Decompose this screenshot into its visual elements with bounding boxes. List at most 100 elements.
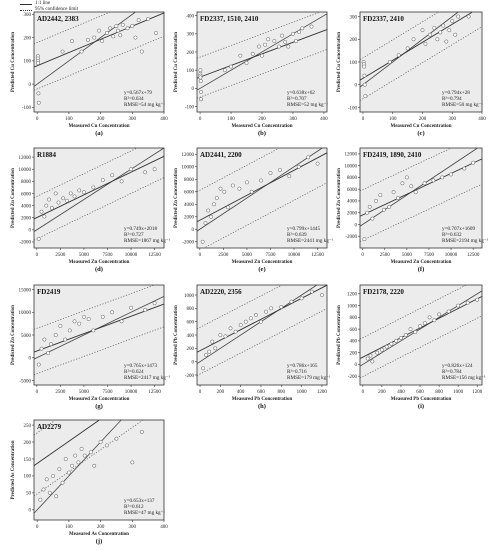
y-tick-label: 0 [355, 84, 358, 89]
data-point [36, 91, 41, 96]
data-point [362, 237, 367, 242]
y-tick-label: -100 [348, 106, 358, 111]
data-point [118, 33, 123, 38]
data-point [289, 299, 294, 304]
y-tick-label: -2000 [345, 235, 357, 240]
plot-area [33, 284, 165, 386]
data-point [230, 183, 235, 188]
data-point [39, 209, 44, 214]
chart-panel: 0 100 200 300 400 -100 0 100 200 300 FD2337, 2410 y… [337, 11, 486, 137]
data-point [471, 160, 476, 165]
data-point [116, 28, 120, 33]
data-point [319, 293, 324, 297]
line-swatch [20, 3, 32, 5]
y-tick-label: 0 [192, 360, 195, 365]
data-point [85, 37, 90, 42]
data-point [400, 181, 405, 186]
one-to-one-line [359, 147, 478, 227]
y-tick-label: 200 [187, 347, 195, 352]
y-tick-label: 12000 [182, 153, 195, 158]
plot-area [359, 147, 483, 249]
data-point [120, 22, 125, 27]
x-tick-label: 200 [258, 117, 266, 122]
data-point [368, 353, 373, 358]
data-point [67, 328, 72, 333]
data-point [387, 60, 392, 64]
data-point [279, 305, 284, 309]
data-point [432, 25, 437, 30]
data-point [286, 44, 291, 49]
data-point [136, 18, 141, 23]
y-tick-label: -2000 [19, 241, 31, 246]
data-point [203, 221, 208, 225]
data-point [104, 443, 109, 448]
data-point [36, 362, 41, 367]
data-point [92, 463, 97, 468]
y-tick-label: 100 [350, 61, 358, 66]
x-tick-label: 300 [289, 117, 297, 122]
ci-lower-line [33, 420, 143, 497]
y-tick-label: 2000 [184, 216, 195, 221]
y-tick-label: 8000 [347, 176, 358, 181]
data-point [456, 14, 461, 19]
data-point [370, 359, 375, 364]
rmse: RMSE=47 mg kg⁻¹ [124, 510, 165, 516]
data-point [422, 181, 427, 186]
data-point [125, 26, 130, 31]
y-tick-label: 10000 [19, 168, 32, 173]
chart-panel: 0 200 400 600 800 1000 1200 -200 0 200 400 600 800 10… [174, 284, 331, 410]
x-tick-label: 1200 [472, 390, 483, 395]
r-squared: R²=0.624 [124, 369, 144, 375]
data-point [198, 68, 203, 73]
y-tick-label: 100 [187, 69, 195, 74]
data-point [91, 328, 96, 333]
data-point [373, 198, 378, 203]
data-point [129, 305, 133, 310]
data-point [100, 39, 105, 44]
data-point [73, 453, 78, 458]
data-point [422, 321, 427, 326]
x-tick-label: 800 [435, 390, 443, 395]
rmse: RMSE=2417 mg kg⁻¹ [124, 375, 171, 381]
plot-area [33, 419, 165, 521]
x-tick-label: 200 [217, 390, 225, 395]
x-tick-label: 200 [97, 117, 105, 122]
y-tick-label: 1000 [347, 304, 358, 309]
data-point [370, 216, 375, 221]
data-point [54, 494, 59, 499]
data-point [299, 296, 304, 301]
data-point [139, 49, 144, 54]
x-tick-label: 0 [361, 253, 364, 258]
x-tick-label: 400 [160, 525, 168, 530]
data-point [244, 180, 249, 185]
x-tick-label: 12500 [311, 253, 324, 258]
one-to-one-line [33, 11, 136, 87]
data-point [440, 175, 445, 180]
panel-id: FD2419 [37, 288, 61, 296]
y-tick-label: 0 [192, 228, 195, 233]
data-point [38, 497, 43, 502]
panel-id: AD2441, 2200 [200, 151, 242, 159]
chart-panel: 0 2500 5000 7500 10000 12500 -5000 0 5000 10000 15… [11, 284, 171, 410]
chart-panel: 0 100 200 300 400 -100 0 100 200 300 AD2442, 2383 y… [11, 11, 168, 137]
data-point [362, 64, 367, 69]
data-point [36, 236, 41, 241]
x-tick-label: 5000 [402, 253, 413, 258]
data-point [266, 37, 271, 42]
data-point [456, 303, 461, 308]
plot-area [33, 11, 165, 113]
rmse: RMSE=54 mg kg⁻¹ [124, 102, 165, 108]
one-to-one-line [196, 284, 318, 365]
y-tick-label: 10000 [182, 166, 195, 171]
chart-panel: 0 200 400 600 800 1000 1200 -200 0 200 400 600 800 10… [337, 284, 486, 410]
data-point [207, 349, 212, 354]
y-tick-label: 10000 [19, 311, 32, 316]
data-point [204, 353, 209, 357]
y-tick-label: 0 [29, 509, 32, 514]
chart-panel: 0 100 200 300 400 -100 0 100 200 300 400 FD2337, 15… [174, 11, 328, 137]
panel-letter: (d) [95, 266, 103, 273]
x-tick-label: 400 [397, 390, 405, 395]
data-point [82, 453, 87, 458]
panel-id: FD2337, 1510, 2410 [200, 15, 259, 23]
